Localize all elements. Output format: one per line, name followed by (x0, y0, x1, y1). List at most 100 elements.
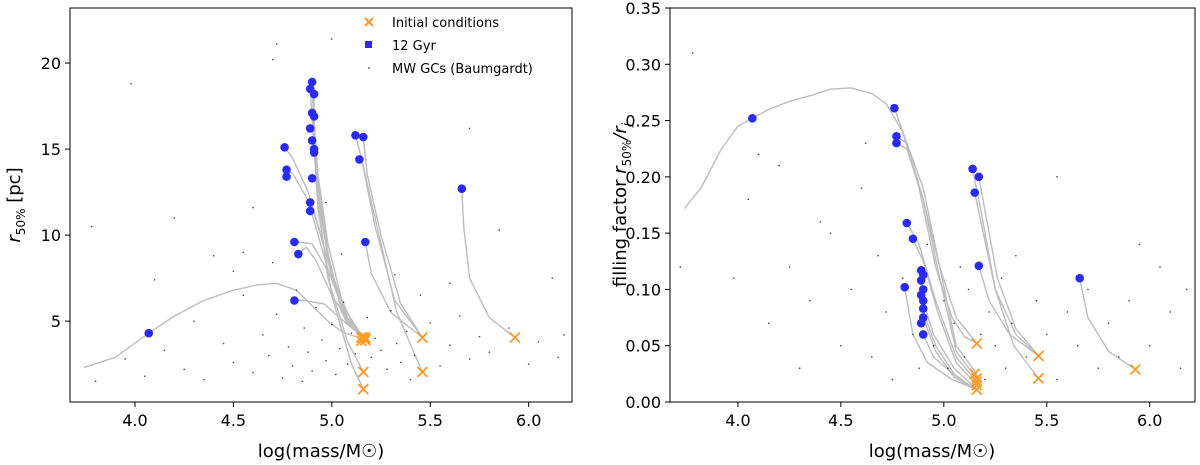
left-ytick-label-2: 15 (41, 140, 61, 159)
left-mw-point-48 (468, 358, 471, 360)
right-mw-point-56 (1138, 243, 1141, 246)
right-mw-point-40 (1076, 344, 1079, 347)
left-mw-point-18 (301, 380, 304, 383)
left-final-point-17 (305, 198, 315, 207)
right-y-axis-label: filling factor r50%/rj (610, 122, 634, 287)
left-mw-point-40 (399, 361, 402, 364)
right-x-axis-label: log(mass/M☉) (869, 441, 996, 462)
right-xtick-label-0: 4.0 (725, 411, 750, 430)
left-mw-point-38 (390, 310, 392, 312)
right-xtick-label-3: 5.5 (1034, 411, 1059, 430)
left-y-label-r: r (4, 234, 25, 243)
right-mw-point-42 (1097, 367, 1100, 370)
left-x-ticks: 4.0 4.5 5.0 5.5 6.0 (122, 402, 541, 430)
right-mw-point-12 (870, 356, 873, 358)
left-track-15 (354, 135, 423, 338)
left-initial-point-8 (416, 366, 429, 378)
left-final-point-22 (360, 237, 370, 247)
left-y-label-unit: [pc] (4, 167, 25, 208)
right-mw-point-39 (1066, 311, 1069, 313)
left-mw-point-45 (439, 365, 441, 367)
right-mw-point-35 (1025, 356, 1027, 358)
right-mw-point-31 (1000, 277, 1003, 279)
right-mw-point-53 (819, 221, 822, 223)
right-track-10 (904, 287, 975, 390)
left-mw-point-11 (262, 334, 264, 336)
right-track-5 (912, 238, 978, 386)
right-mw-point-25 (963, 356, 966, 358)
right-track-0 (683, 87, 978, 345)
right-initial-point-7 (1032, 372, 1045, 384)
right-final-point-0 (748, 114, 757, 123)
left-mw-point-65 (340, 253, 343, 255)
left-mw-point-60 (232, 270, 235, 273)
right-mw-point-1 (733, 277, 735, 279)
left-xtick-label-3: 5.5 (418, 411, 443, 430)
left-final-point-11 (309, 112, 319, 121)
left-mw-point-35 (374, 337, 376, 340)
left-x-axis-label: log(mass/M☉) (258, 441, 385, 462)
left-initial-point-9 (509, 331, 521, 344)
legend-label-initial: Initial conditions (392, 16, 499, 31)
right-ytick-label-0: 0.00 (625, 393, 661, 412)
left-mw-point-57 (153, 279, 156, 281)
left-final-point-8 (307, 77, 317, 87)
left-mw-point-46 (449, 344, 451, 347)
left-mw-point-55 (563, 334, 565, 336)
right-ytick-label-7: 0.35 (625, 0, 661, 18)
right-initial-point-6 (1032, 350, 1045, 362)
left-mw-point-42 (409, 378, 412, 381)
left-track-11 (313, 116, 364, 373)
right-mw-point-4 (768, 322, 770, 325)
right-y-ticks: 0.00 0.05 0.10 0.15 0.20 0.25 0.30 0.35 (625, 0, 670, 412)
right-mw-point-33 (1010, 322, 1013, 325)
left-final-point-5 (294, 249, 303, 259)
left-mw-point-30 (350, 332, 353, 334)
right-track-3 (896, 142, 978, 379)
left-mw-point-14 (281, 377, 284, 379)
right-initial-point-4 (971, 379, 983, 391)
left-ytick-label-0: 5 (51, 312, 61, 331)
right-final-point-19 (970, 188, 980, 197)
right-mw-point-7 (809, 299, 811, 302)
right-final-point-3 (892, 138, 901, 148)
right-final-point-15 (916, 318, 926, 328)
right-track-9 (922, 300, 976, 388)
left-mw-point-41 (405, 330, 408, 333)
right-track-2 (896, 135, 978, 375)
right-y-label-r: r (610, 165, 631, 174)
right-mw-point-13 (877, 254, 879, 257)
right-track-12 (978, 176, 1040, 357)
left-final-point-20 (359, 132, 368, 142)
right-mw-point-47 (1159, 266, 1161, 268)
left-mw-point-49 (478, 335, 481, 338)
left-mw-point-17 (295, 289, 298, 291)
left-mw-point-34 (370, 356, 373, 359)
left-mw-point-22 (315, 306, 317, 309)
left-mw-point-16 (291, 365, 294, 367)
left-mw-point-2 (144, 375, 146, 377)
right-mw-point-37 (1045, 333, 1048, 336)
left-panel: 4.0 4.5 5.0 5.5 6.0 5 10 15 20 log(mass/M☉) r50… (4, 7, 573, 462)
left-mw-point-19 (303, 327, 306, 329)
left-mw-point-1 (124, 358, 126, 360)
right-initial-points (969, 337, 1141, 396)
left-mw-point-69 (130, 82, 132, 85)
left-tracks (83, 81, 516, 390)
right-mw-point-23 (953, 322, 955, 325)
right-mw-point-9 (840, 344, 842, 347)
legend-marker-initial (364, 17, 374, 27)
right-mw-point-15 (891, 378, 894, 381)
left-mw-point-37 (386, 368, 388, 371)
right-ytick-label-1: 0.05 (625, 337, 661, 356)
right-plot-frame (669, 7, 1196, 403)
left-mw-point-36 (380, 349, 382, 352)
left-mw-point-66 (394, 273, 396, 276)
right-final-point-18 (974, 172, 984, 182)
left-track-9 (309, 202, 364, 338)
left-ytick-label-1: 10 (41, 226, 61, 245)
left-mw-point-5 (193, 320, 195, 322)
left-mw-point-62 (252, 206, 254, 209)
right-initial-point-8 (1129, 363, 1141, 375)
left-mw-point-54 (557, 356, 560, 359)
